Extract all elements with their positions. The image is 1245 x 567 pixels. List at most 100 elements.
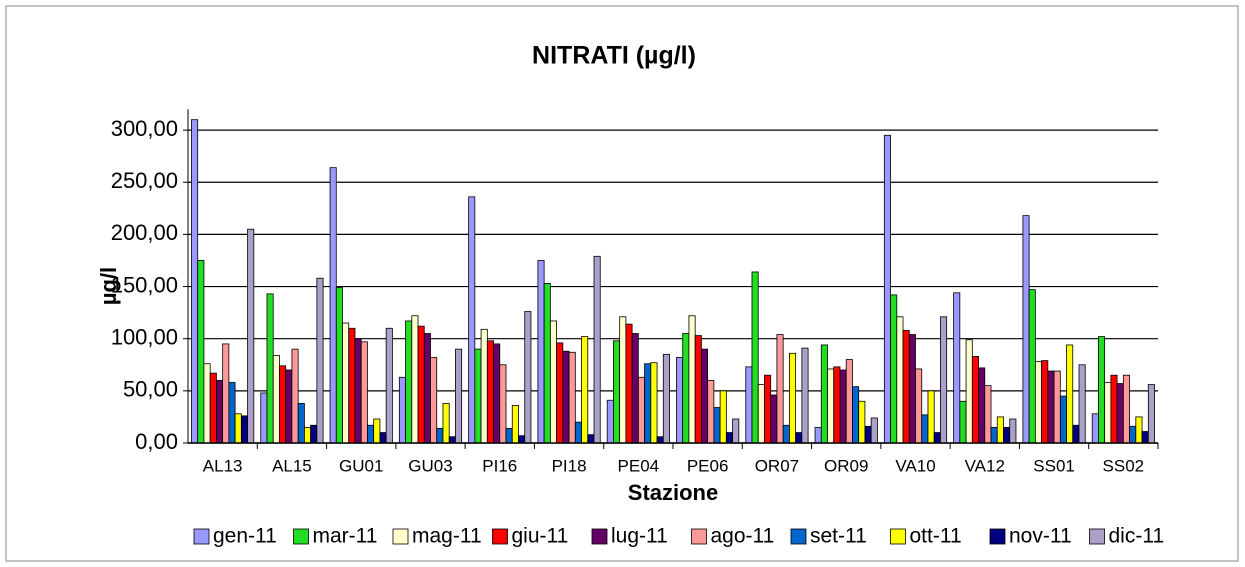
bar: [870, 417, 878, 444]
bar: [587, 434, 595, 444]
bar: [1009, 418, 1017, 444]
legend-label: ott-11: [910, 525, 962, 548]
bar: [764, 374, 772, 444]
bar: [662, 353, 670, 444]
x-tick-label: VA12: [965, 456, 1005, 475]
bar: [1147, 384, 1155, 444]
bar: [442, 402, 450, 444]
bar: [971, 356, 979, 444]
legend-swatch: [989, 528, 1006, 545]
y-tick-label: 150,00: [111, 272, 178, 297]
legend-label: nov-11: [1009, 525, 1072, 548]
bar: [676, 357, 684, 444]
bar: [209, 372, 217, 444]
x-tick-label: GU03: [408, 456, 452, 475]
bar: [619, 316, 627, 444]
bar: [1110, 374, 1118, 444]
bar: [694, 335, 702, 444]
bar: [852, 386, 860, 444]
bar: [921, 414, 929, 444]
legend-swatch: [492, 528, 508, 545]
y-axis-label: µg/l: [96, 267, 121, 305]
bar: [398, 376, 406, 444]
bar: [789, 352, 797, 444]
legend-label: mag-11: [412, 525, 482, 548]
legend-swatch: [691, 528, 707, 545]
x-tick-label: SS02: [1103, 456, 1145, 475]
bar: [486, 340, 494, 444]
legend-swatch: [1089, 528, 1105, 545]
bar: [234, 413, 242, 444]
bar: [688, 315, 696, 444]
bar: [279, 365, 287, 444]
bar: [908, 334, 916, 444]
bar: [543, 283, 551, 444]
x-tick-label: OR07: [755, 456, 799, 475]
bar: [637, 376, 645, 444]
bar: [222, 343, 230, 444]
bar: [562, 350, 570, 444]
legend-label: set-11: [810, 525, 867, 548]
x-tick-label: GU01: [339, 456, 383, 475]
bar: [511, 405, 519, 444]
bar: [890, 294, 898, 444]
bar: [1028, 289, 1036, 444]
y-tick-label: 0,00: [135, 429, 178, 454]
bar: [933, 432, 941, 444]
bar: [385, 327, 393, 444]
bar: [468, 196, 476, 444]
bar: [574, 421, 582, 444]
legend-label: ago-11: [711, 525, 775, 548]
bar: [1066, 344, 1074, 444]
legend-label: mar-11: [313, 525, 378, 548]
bar: [335, 287, 343, 444]
x-tick-label: PI18: [552, 456, 587, 475]
bar: [272, 354, 280, 444]
bar: [297, 402, 305, 444]
bar: [499, 364, 507, 444]
bar: [556, 342, 564, 444]
bar: [927, 390, 935, 444]
y-tick-label: 200,00: [111, 220, 178, 245]
bar: [405, 320, 413, 444]
bar: [197, 260, 205, 444]
bar: [1003, 426, 1011, 444]
y-tick-label: 50,00: [123, 377, 178, 402]
bar: [316, 277, 324, 444]
bar: [303, 426, 312, 444]
y-tick-label: 300,00: [111, 116, 178, 141]
bar: [613, 340, 621, 444]
bar: [260, 392, 268, 444]
bar: [606, 399, 614, 444]
bar: [417, 325, 425, 444]
bar: [1053, 370, 1061, 444]
bar: [1047, 370, 1055, 444]
bar: [631, 333, 639, 444]
chart-frame: [5, 5, 1239, 562]
bar: [505, 427, 513, 444]
legend-swatch: [392, 528, 409, 545]
bar: [801, 347, 809, 444]
bar: [360, 341, 368, 444]
bar: [719, 390, 727, 444]
bar: [833, 366, 841, 444]
bar: [411, 315, 419, 444]
legend-swatch: [591, 528, 608, 545]
bar: [549, 320, 557, 444]
bar: [593, 255, 601, 444]
legend-swatch: [890, 528, 906, 545]
bar: [203, 363, 211, 444]
bar: [266, 293, 274, 444]
bar: [990, 426, 998, 444]
bar: [423, 333, 431, 444]
bar: [568, 351, 576, 444]
bar: [1116, 383, 1124, 444]
bar: [713, 407, 721, 444]
legend-label: giu-11: [512, 525, 569, 548]
bar: [858, 400, 866, 444]
bar: [656, 436, 664, 444]
bar: [1104, 382, 1112, 444]
bar: [902, 329, 910, 444]
bar: [864, 425, 872, 444]
